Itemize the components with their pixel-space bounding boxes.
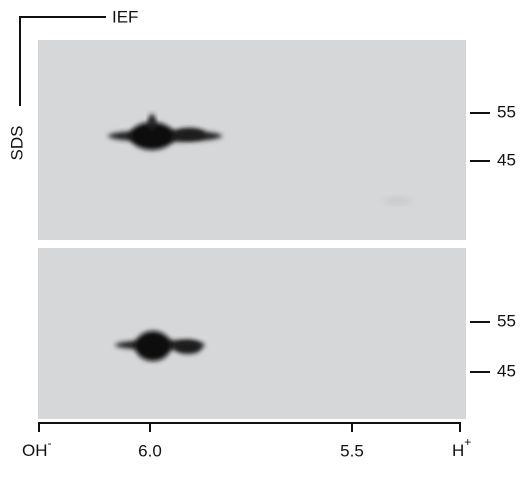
sds-label: SDS (7, 126, 26, 161)
ph-label: 6.0 (138, 441, 162, 460)
ph-label: OH- (22, 436, 52, 460)
spot-bottom (115, 331, 205, 361)
ief-label: IEF (112, 7, 138, 26)
marker-label: 45 (497, 361, 516, 380)
gel-top (38, 40, 466, 240)
marker-label: 55 (497, 311, 516, 330)
spot-top (108, 114, 412, 204)
gel-bottom (38, 248, 466, 419)
ph-label: 5.5 (340, 441, 364, 460)
ph-label: H+ (452, 435, 471, 460)
marker-label: 55 (497, 102, 516, 121)
marker-label: 45 (497, 150, 516, 169)
